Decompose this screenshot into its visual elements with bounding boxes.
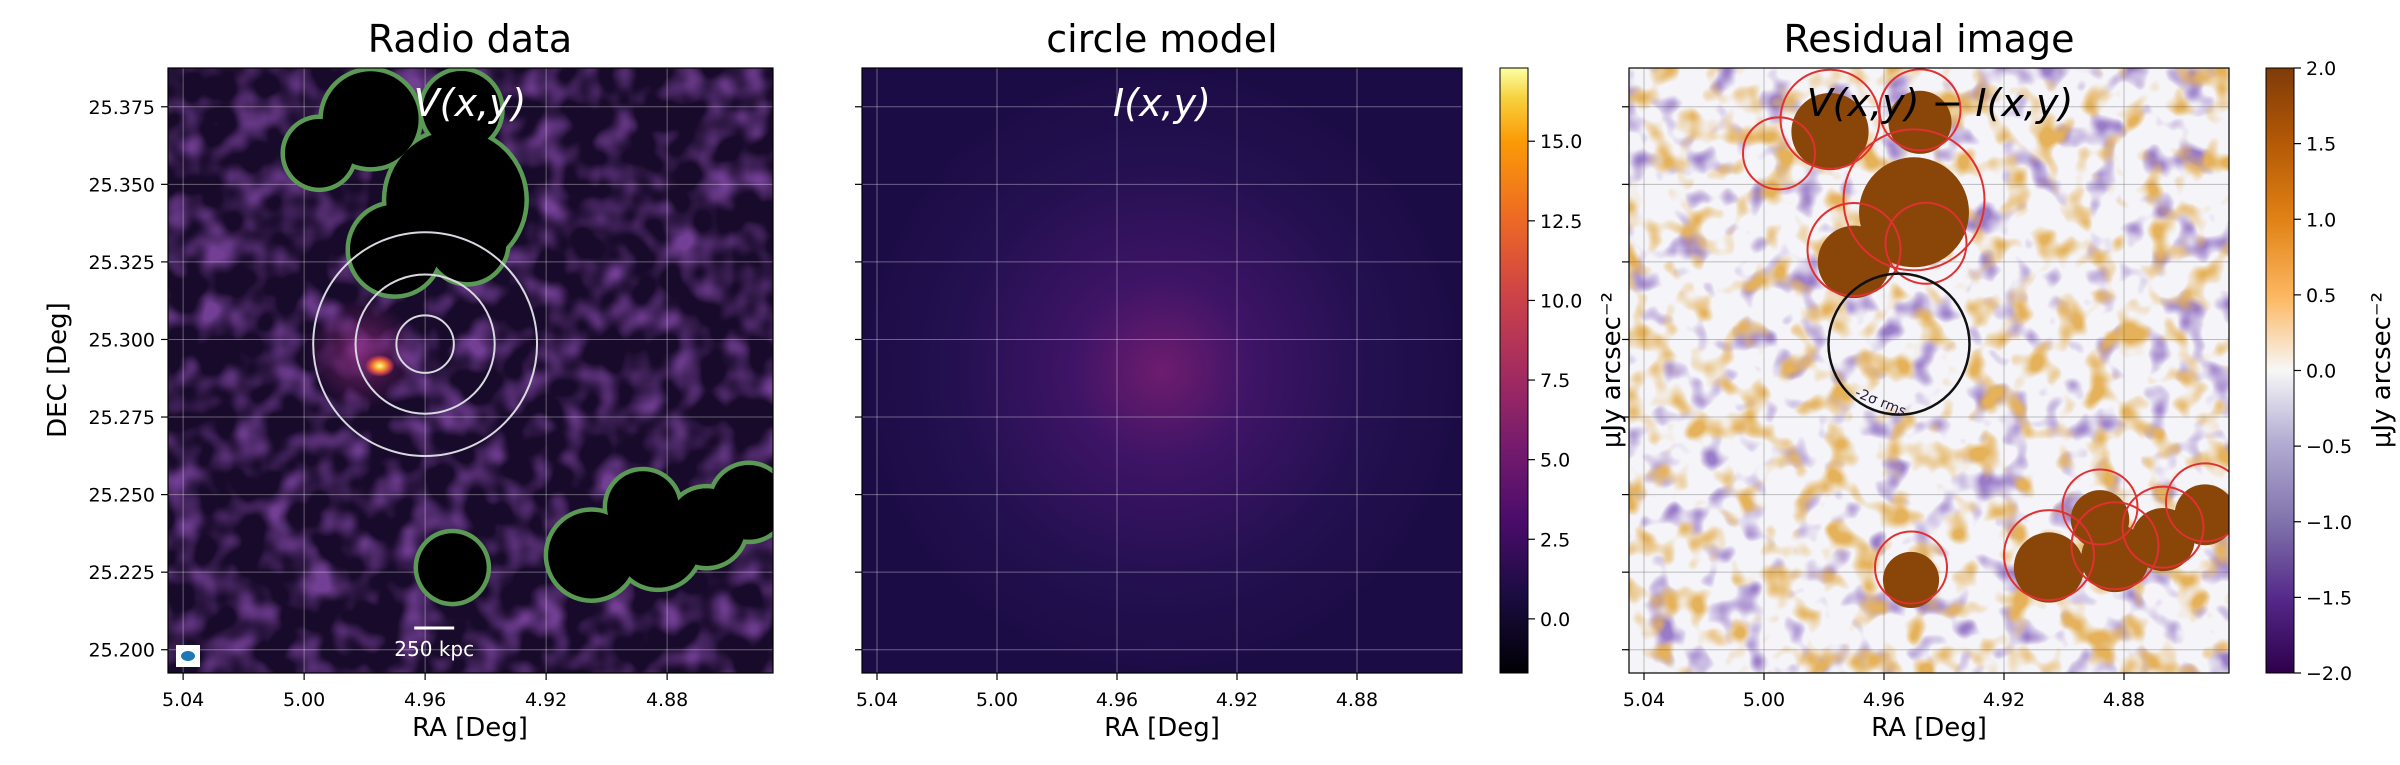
residual-mask-outline [2003,509,2095,602]
mask-fill [428,204,507,283]
residual-mask-outline [1779,68,1881,170]
residual-mask-outline [1742,116,1816,191]
colorbar-tick-label: 2.5 [1540,529,1570,551]
y-tick-label: 25.300 [89,329,155,351]
x-tick-label: 4.92 [1983,689,2025,711]
y-tick-label: 25.325 [89,252,155,274]
circle-model-colorbar [1499,67,1529,674]
residual-title: Residual image [1784,17,2075,61]
x-tick-label: 4.92 [1216,689,1258,711]
mask-fill [607,471,679,543]
residual-xlabel: RA [Deg] [1871,713,1987,743]
residual-colorbar-label: μJy arcsec⁻² [2367,292,2397,448]
mask-fill [711,465,773,540]
circle-model-image [862,68,1462,673]
mask-fill [548,511,635,599]
x-tick-label: 4.88 [1336,689,1378,711]
x-tick-label: 4.88 [2103,689,2145,711]
mask-fill [422,71,501,149]
residual-aperture-circle [1827,272,1971,416]
colorbar-tick-label: 2.0 [2306,58,2336,80]
residual-mask-outline [2121,485,2205,569]
radio-data-annotation: V(x,y) [414,81,527,125]
colorbar-tick-label: 0.0 [2306,361,2336,383]
colorbar-tick-label: 1.5 [2306,134,2336,156]
y-tick-label: 25.375 [89,97,155,119]
y-tick-label: 25.250 [89,485,155,507]
masked-regions [280,68,773,607]
residual-mask-outline [1874,530,1948,605]
x-tick-label: 4.96 [404,689,446,711]
residual-annotation: V(x,y) − I(x,y) [1807,81,2074,125]
colorbar-tick-label: 7.5 [1540,370,1570,392]
colorbar-tick-label: −2.0 [2306,663,2352,685]
circle-model-xlabel: RA [Deg] [1104,713,1220,743]
scale-bar-label: 250 kpc [394,637,474,661]
circle-model-annotation: I(x,y) [1113,81,1211,125]
x-tick-label: 4.88 [646,689,688,711]
y-tick-label: 25.275 [89,407,155,429]
x-tick-label: 5.04 [162,689,204,711]
y-tick-label: 25.350 [89,174,155,196]
residual-mask-blobs [1791,90,2229,609]
radio-data-frame [167,67,774,674]
colorbar-tick-label: 5.0 [1540,450,1570,472]
colorbar-tick-label: −0.5 [2306,436,2352,458]
x-tick-label: 4.96 [1863,689,1905,711]
beam-ellipse [181,651,195,661]
mask-fill [418,533,487,602]
mask-fill [349,204,440,295]
y-tick-label: 25.225 [89,562,155,584]
residual-frame [1628,67,2230,674]
emission-glow [306,298,417,409]
x-tick-label: 5.04 [1623,689,1665,711]
colorbar-tick-label: 12.5 [1540,211,1582,233]
radio-data-ylabel: DEC [Deg] [43,302,73,438]
model-circle [312,231,539,458]
x-tick-label: 4.96 [1096,689,1138,711]
residual-excess-blob [1882,551,1940,609]
colorbar-tick-label: 0.5 [2306,285,2336,307]
model-circle [395,314,455,374]
residual-mask-outline [1806,202,1902,297]
x-tick-label: 4.92 [525,689,567,711]
residual-mask-outline [2061,468,2139,546]
circle-model-frame [861,67,1463,674]
x-tick-label: 5.00 [976,689,1018,711]
mask-outline [413,528,492,607]
bright-source [364,354,395,377]
residual-excess-blob [1888,90,1952,154]
circle-model-panel: circle model I(x,y) RA [Deg] 5.04 5.00 4.9… [855,17,1627,743]
x-tick-label: 5.00 [283,689,325,711]
x-tick-label: 5.04 [856,689,898,711]
radio-data-panel: 250 kpc Radio data V(x,y) RA [Deg] DEC [… [43,17,774,743]
circle-model-colorbar-label: μJy arcsec⁻² [1597,292,1627,448]
residual-mask-outline [1878,68,1962,152]
radio-data-xlabel: RA [Deg] [412,713,528,743]
colorbar-tick-label: 0.0 [1540,609,1570,631]
residual-mask-outlines [1742,68,2229,605]
residual-excess-blob [1791,92,1869,171]
residual-panel: -2σ rms Residual image V(x,y) − I(x,y) R… [1622,17,2397,743]
residual-mask-outline [1884,201,1968,285]
colorbar-tick-label: 10.0 [1540,290,1582,312]
colorbar-tick-label: 15.0 [1540,131,1582,153]
residual-colorbar [2265,67,2295,674]
model-circle [354,273,496,415]
y-tick-label: 25.200 [89,640,155,662]
colorbar-tick-label: −1.0 [2306,512,2352,534]
colorbar-tick-label: 1.0 [2306,209,2336,231]
circle-model-title: circle model [1046,17,1277,61]
mask-fill [284,119,354,188]
x-tick-label: 5.00 [1743,689,1785,711]
colorbar-tick-label: −1.5 [2306,587,2352,609]
residual-mask-outline [2070,501,2160,591]
residual-mask-outline [1842,128,1986,272]
radio-data-title: Radio data [368,17,572,61]
residual-excess-blob [2070,490,2130,549]
residual-excess-blob [2013,532,2085,603]
residual-mask-outline [2165,462,2229,543]
